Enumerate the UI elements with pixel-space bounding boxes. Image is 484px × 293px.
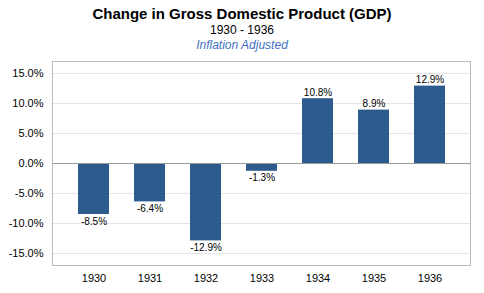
svg-text:8.9%: 8.9% [363, 98, 386, 109]
svg-text:-1.3%: -1.3% [249, 172, 275, 183]
svg-text:10.8%: 10.8% [304, 87, 332, 98]
svg-text:-10.0%: -10.0% [9, 217, 44, 229]
svg-text:10.0%: 10.0% [12, 97, 43, 109]
svg-text:-8.5%: -8.5% [81, 216, 107, 227]
svg-text:12.9%: 12.9% [416, 74, 444, 85]
svg-text:1935: 1935 [362, 272, 386, 284]
svg-text:-12.9%: -12.9% [190, 242, 222, 253]
svg-text:1936: 1936 [418, 272, 442, 284]
svg-text:1934: 1934 [306, 272, 330, 284]
html-text:Inflation Adjusted: Inflation Adjusted [196, 38, 288, 52]
html-text:1930 - 1936: 1930 - 1936 [210, 23, 274, 37]
svg-text:-15.0%: -15.0% [9, 247, 44, 259]
svg-text:1932: 1932 [194, 272, 218, 284]
svg-text:1933: 1933 [250, 272, 274, 284]
svg-text:5.0%: 5.0% [18, 127, 43, 139]
html-text:Change in Gross Domestic Produ: Change in Gross Domestic Product (GDP) [92, 5, 392, 22]
svg-text:1930: 1930 [82, 272, 106, 284]
svg-text:-5.0%: -5.0% [15, 187, 44, 199]
svg-text:1931: 1931 [138, 272, 162, 284]
svg-text:-6.4%: -6.4% [137, 203, 163, 214]
svg-text:15.0%: 15.0% [12, 67, 43, 79]
svg-text:0.0%: 0.0% [18, 157, 43, 169]
